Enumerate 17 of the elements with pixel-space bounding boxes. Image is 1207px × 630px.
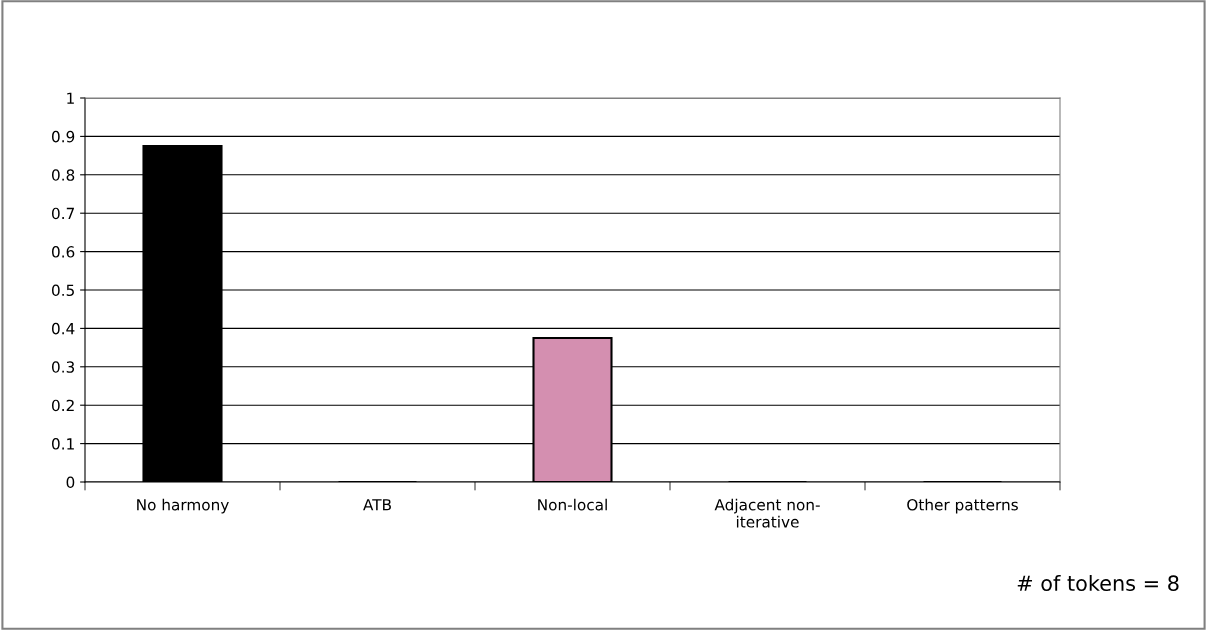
- x-tick-label: Adjacent non- iterative: [714, 498, 820, 528]
- x-tick-label: ATB: [363, 499, 391, 511]
- y-tick-label: 0.9: [51, 130, 75, 143]
- y-tick-label: 0.4: [51, 322, 75, 335]
- y-tick-label: 0.3: [51, 361, 75, 373]
- text: # of tokens = 8: [1017, 574, 1179, 592]
- y-tick-label: 1: [67, 92, 74, 104]
- x-tick-label: Non-local: [538, 498, 607, 511]
- y-tick-label: 0.1: [51, 438, 74, 450]
- y-tick-label: 0.7: [51, 207, 74, 220]
- y-tick-label: 0: [66, 476, 75, 489]
- y-tick-label: 0.6: [51, 246, 75, 258]
- y-tick-label: 0.5: [51, 284, 74, 297]
- x-tick-label: No harmony: [137, 498, 229, 514]
- x-tick-label: Other patterns: [907, 498, 1018, 514]
- y-tick-label: 0.2: [51, 399, 74, 412]
- y-tick-label: 0.8: [51, 169, 75, 181]
